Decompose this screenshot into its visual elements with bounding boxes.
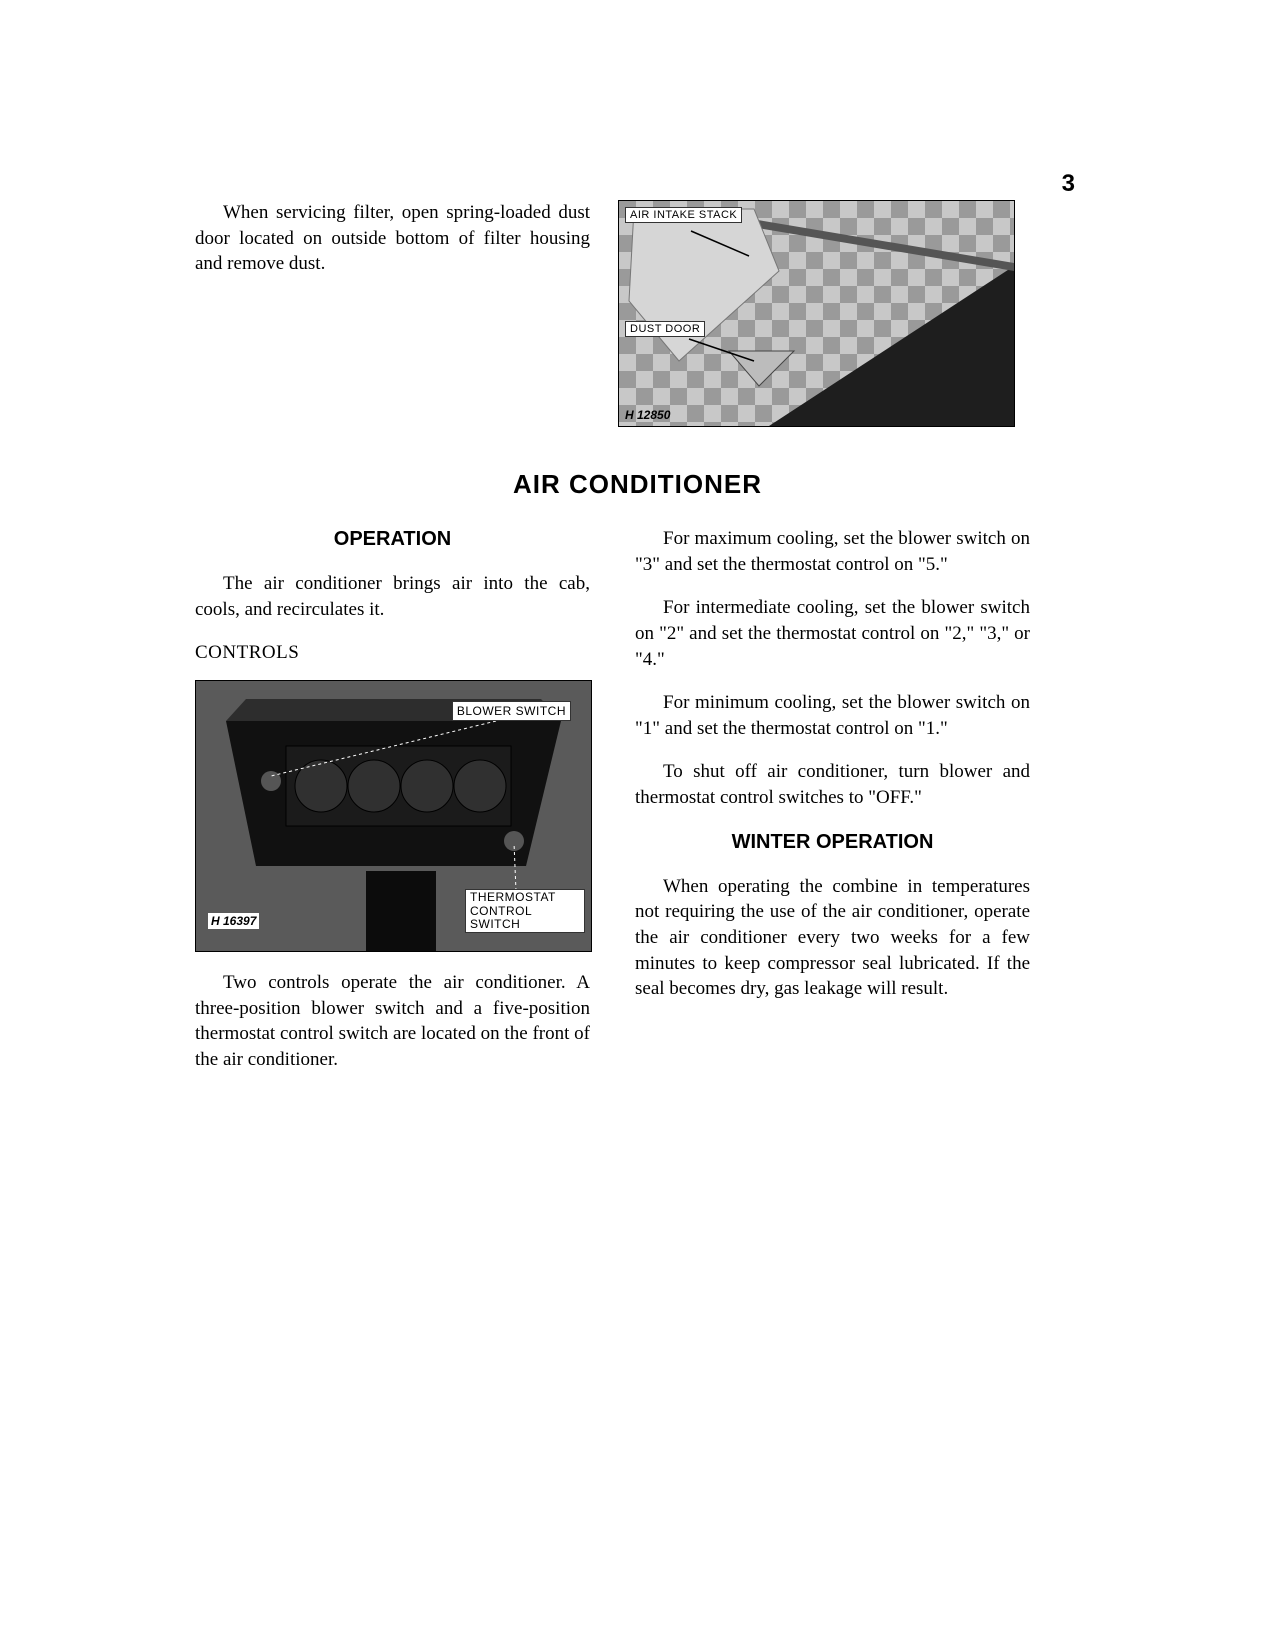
left-column: OPERATION The air conditioner brings air… [195,526,590,1090]
air-intake-illustration [619,201,1014,426]
subhead-winter-operation: WINTER OPERATION [635,829,1030,856]
body-columns: OPERATION The air conditioner brings air… [195,526,1080,1090]
subhead-controls: CONTROLS [195,640,590,666]
figure-label-blower-switch: BLOWER SWITCH [452,701,571,721]
body-paragraph: For intermediate cooling, set the blower… [635,595,1030,672]
body-paragraph: For maximum cooling, set the blower swit… [635,526,1030,577]
figure-label-dust-door: DUST DOOR [625,321,705,337]
figure-id: H 16397 [208,913,259,929]
body-paragraph: The air conditioner brings air into the … [195,571,590,622]
filter-servicing-text: When servicing filter, open spring-loade… [195,200,590,427]
body-paragraph: When servicing filter, open spring-loade… [195,200,590,277]
body-paragraph: For minimum cooling, set the blower swit… [635,690,1030,741]
top-row: When servicing filter, open spring-loade… [195,200,1080,427]
manual-page: 3 When servicing filter, open spring-loa… [0,0,1275,1650]
air-intake-figure: AIR INTAKE STACK DUST DOOR H 12850 [618,200,1015,427]
body-paragraph: To shut off air conditioner, turn blower… [635,759,1030,810]
figure-id: H 12850 [625,408,670,422]
body-paragraph: When operating the combine in temperatur… [635,874,1030,1002]
right-column: For maximum cooling, set the blower swit… [635,526,1030,1090]
figure-label-thermostat-switch: THERMOSTAT CONTROL SWITCH [465,889,585,933]
controls-figure: BLOWER SWITCH THERMOSTAT CONTROL SWITCH … [195,680,592,952]
page-number: 3 [1062,170,1075,198]
figure-label-text: DUST DOOR [630,323,700,335]
subhead-operation: OPERATION [195,526,590,553]
body-paragraph: Two controls operate the air conditioner… [195,970,590,1073]
figure-label-air-intake: AIR INTAKE STACK [625,207,742,223]
section-title-air-conditioner: AIR CONDITIONER [195,469,1080,500]
figure-label-text: AIR INTAKE STACK [630,209,737,221]
